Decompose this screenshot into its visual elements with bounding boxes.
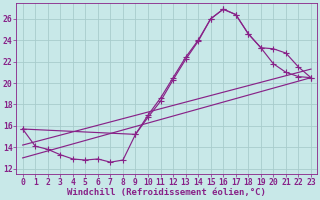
X-axis label: Windchill (Refroidissement éolien,°C): Windchill (Refroidissement éolien,°C) <box>68 188 266 197</box>
